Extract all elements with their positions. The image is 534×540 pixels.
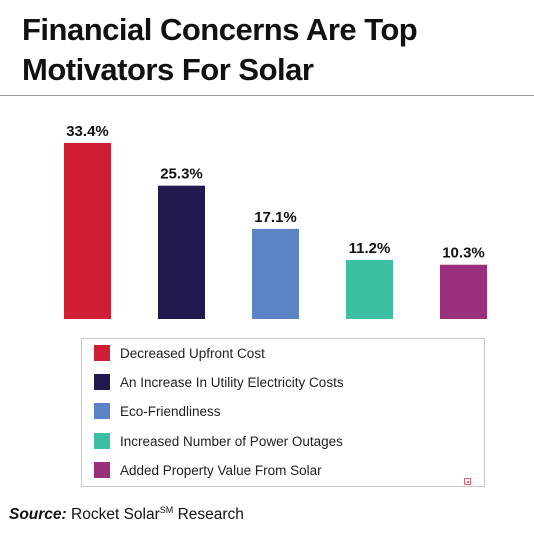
bar-3: [252, 228, 299, 319]
chart-legend: Decreased Upfront Cost An Increase In Ut…: [81, 338, 485, 487]
legend-swatch: [94, 462, 110, 478]
bar-value-label: 25.3%: [160, 166, 203, 183]
legend-swatch: [94, 374, 110, 390]
legend-swatch: [94, 345, 110, 361]
legend-item: An Increase In Utility Electricity Costs: [94, 372, 344, 392]
bar-1: [64, 143, 111, 319]
legend-item: Eco-Friendliness: [94, 401, 221, 421]
source-name: Rocket Solar: [71, 506, 160, 524]
title-divider: [0, 95, 534, 96]
bar-5: [440, 264, 487, 319]
bar-value-label: 10.3%: [442, 245, 485, 262]
source-prefix: Source:: [9, 506, 67, 524]
source-superscript: SM: [159, 505, 174, 515]
legend-item: Increased Number of Power Outages: [94, 431, 343, 451]
bar-value-label: 33.4%: [66, 123, 109, 140]
legend-label: Increased Number of Power Outages: [120, 433, 343, 449]
bar-2: [158, 185, 205, 319]
legend-label: Decreased Upfront Cost: [120, 345, 265, 361]
legend-swatch: [94, 433, 110, 449]
small-square-icon: [464, 478, 471, 485]
legend-item: Decreased Upfront Cost: [94, 343, 265, 363]
legend-label: An Increase In Utility Electricity Costs: [120, 374, 344, 390]
bar-value-label: 11.2%: [349, 240, 391, 257]
legend-item: Added Property Value From Solar: [94, 460, 322, 480]
legend-swatch: [94, 403, 110, 419]
source-suffix: Research: [177, 506, 244, 524]
legend-label: Added Property Value From Solar: [120, 462, 322, 478]
legend-label: Eco-Friendliness: [120, 403, 221, 419]
source-note: Source: Rocket SolarSM Research: [9, 505, 244, 524]
bar-4: [346, 259, 393, 319]
chart-title: Financial Concerns Are Top Motivators Fo…: [22, 12, 418, 87]
bar-value-label: 17.1%: [254, 209, 297, 226]
bar-chart: 33.4% 25.3% 17.1% 11.2% 10.3%: [64, 123, 487, 319]
